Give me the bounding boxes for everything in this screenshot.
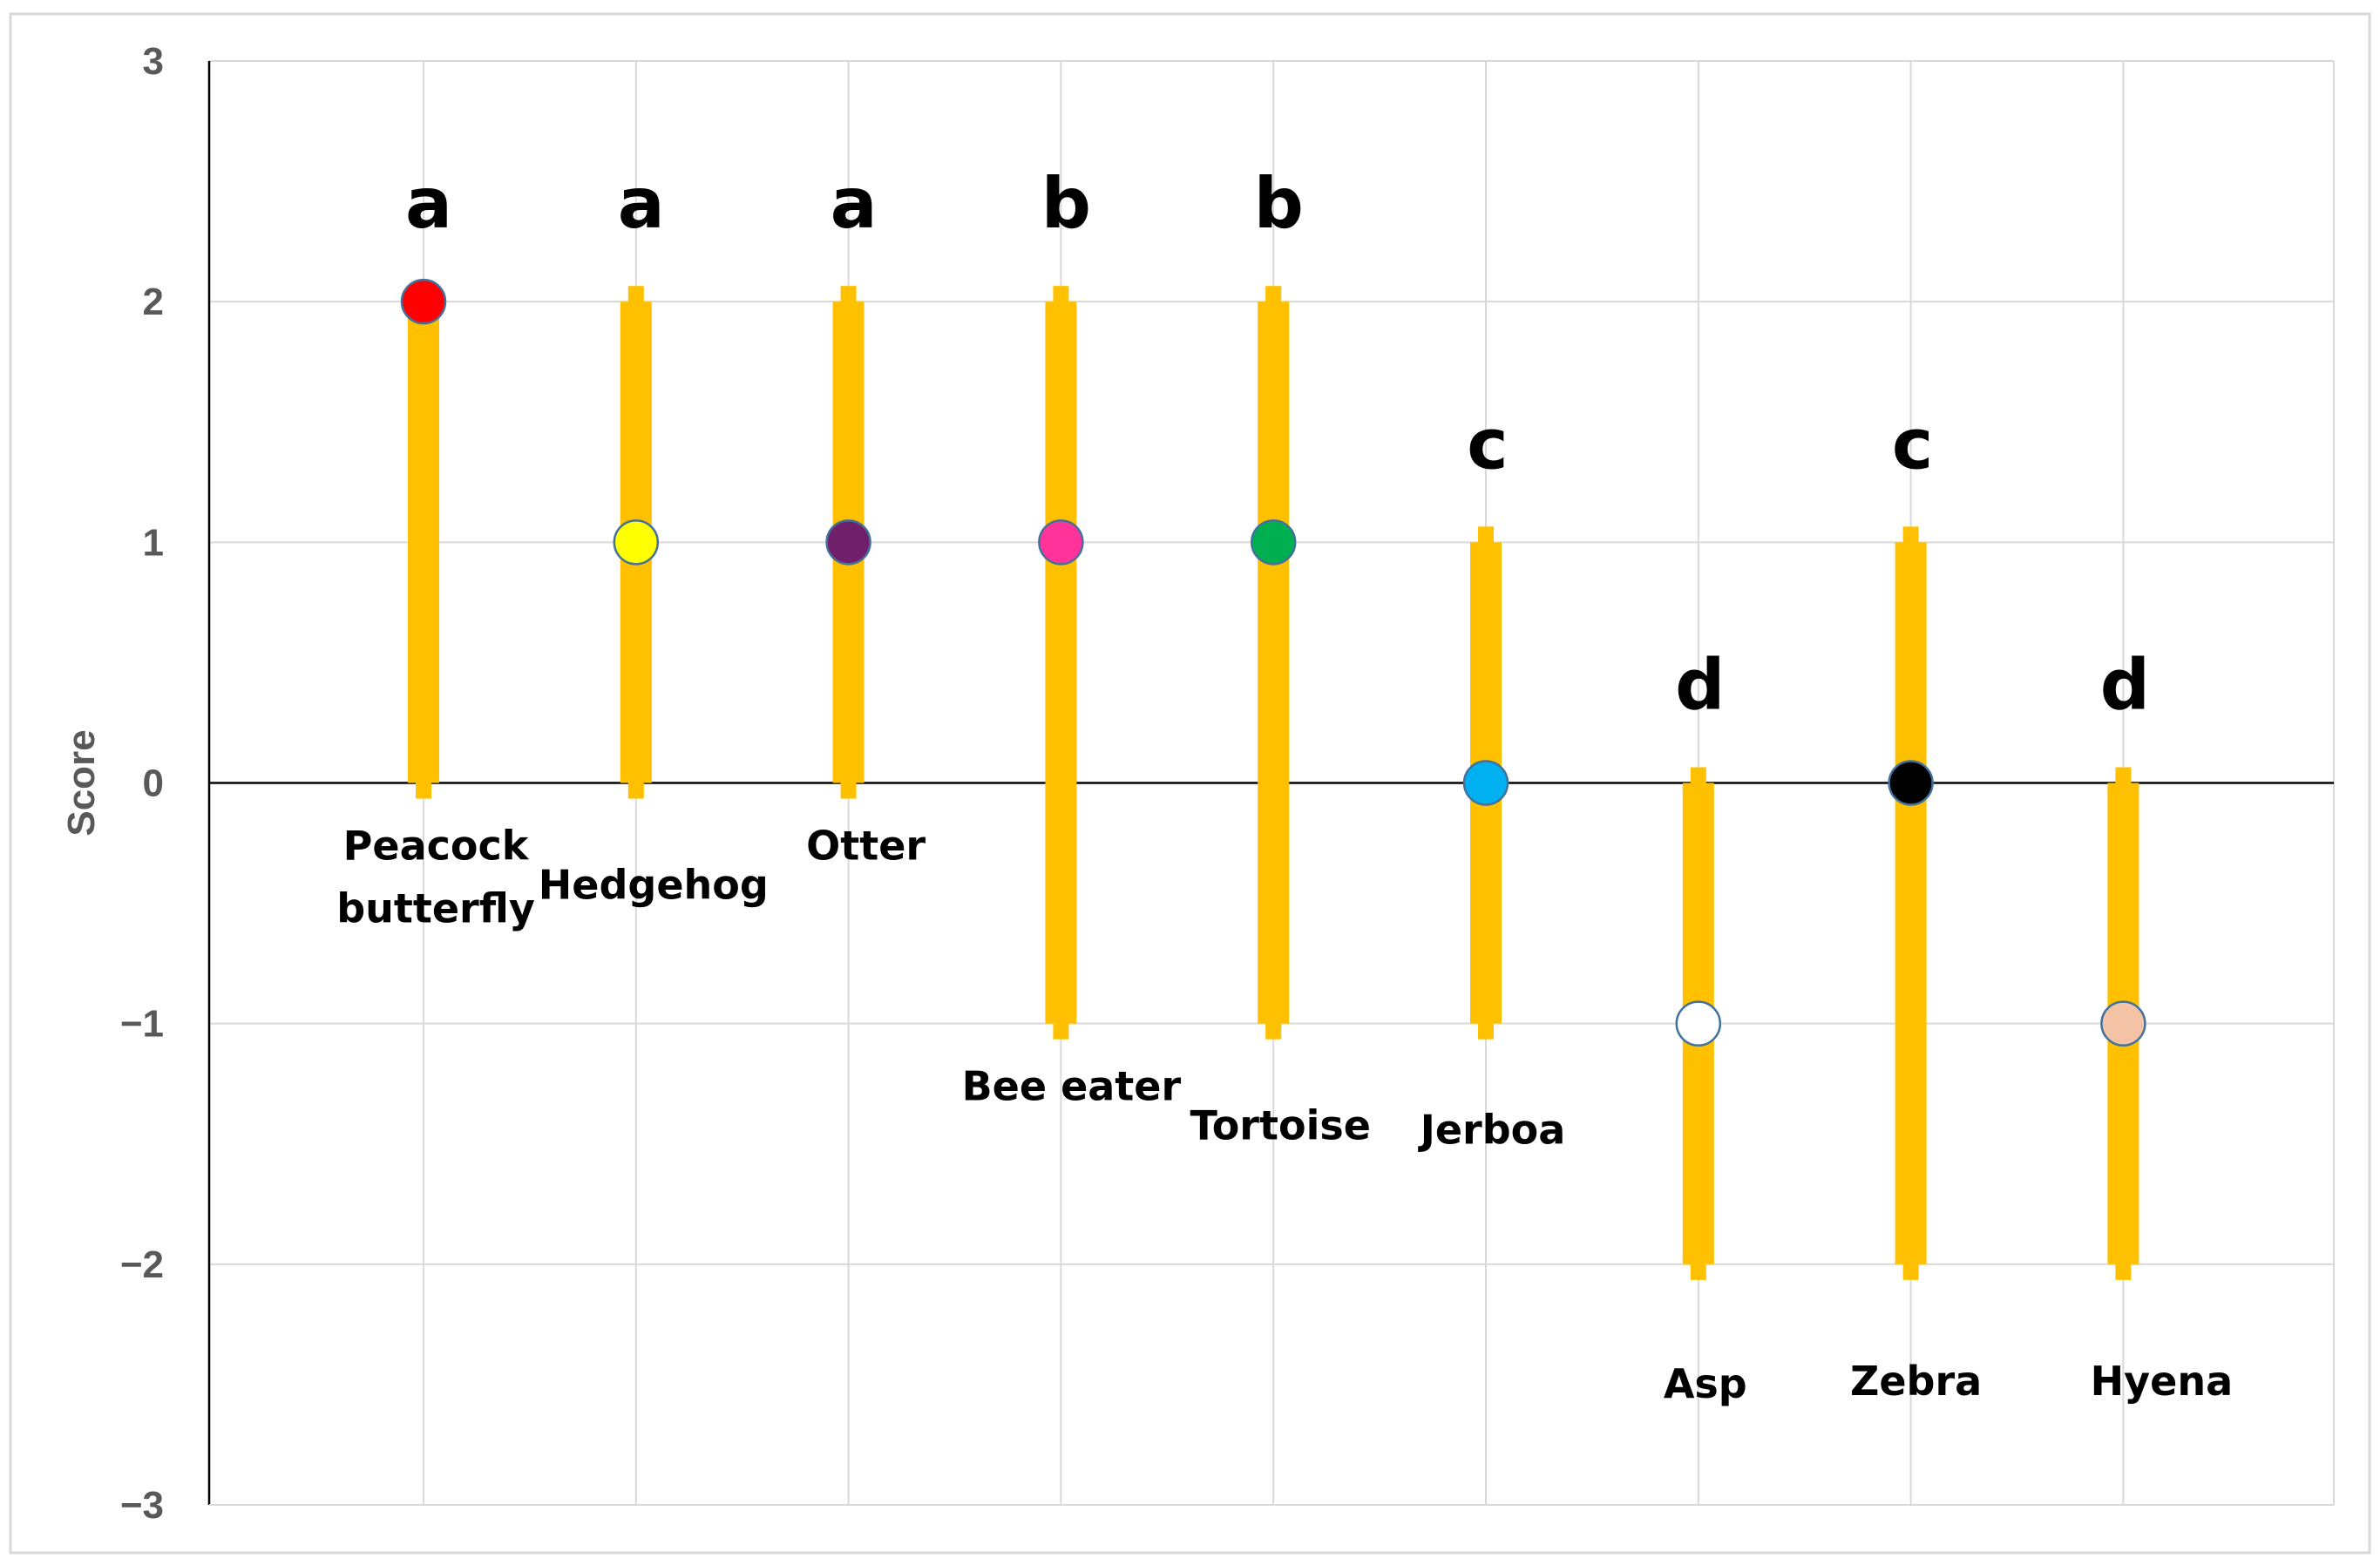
group-letter: d bbox=[2100, 645, 2150, 726]
data-point bbox=[2100, 1000, 2146, 1047]
category-label: Zebra bbox=[1850, 1358, 1982, 1405]
range-bar-cap bbox=[1265, 286, 1282, 1040]
data-point bbox=[1250, 519, 1297, 566]
category-label: Otter bbox=[806, 823, 926, 870]
y-tick-label: −3 bbox=[120, 1484, 164, 1527]
category-label: Jerboa bbox=[1418, 1107, 1566, 1154]
range-bar-cap bbox=[416, 286, 431, 799]
category-labels: Peacock butterfly Hedgehog Otter Bee eaterTo… bbox=[336, 823, 2233, 1407]
range-bar-cap bbox=[1053, 286, 1069, 1040]
y-tick-label: −1 bbox=[120, 1003, 164, 1046]
data-point bbox=[1888, 760, 1934, 806]
data-point bbox=[1675, 1000, 1722, 1047]
data-point bbox=[825, 519, 871, 566]
group-letter: b bbox=[1041, 163, 1091, 244]
data-point bbox=[400, 278, 447, 325]
group-letter: a bbox=[405, 163, 452, 244]
data-point bbox=[1462, 760, 1509, 806]
y-tick-label: −2 bbox=[120, 1243, 164, 1286]
y-tick-label: 1 bbox=[143, 521, 164, 564]
group-letter: a bbox=[618, 163, 665, 244]
group-letters: a a a b b c d c d bbox=[405, 163, 2150, 725]
data-point bbox=[613, 519, 660, 566]
category-label: Bee eater bbox=[962, 1063, 1182, 1110]
category-label: Hedgehog bbox=[539, 862, 769, 909]
data-points bbox=[400, 278, 2146, 1047]
group-letter: a bbox=[831, 163, 878, 244]
group-letter: c bbox=[1892, 403, 1933, 484]
y-tick-label: 2 bbox=[143, 281, 164, 323]
category-label: Hyena bbox=[2091, 1358, 2233, 1405]
category-label: Peacock butterfly bbox=[336, 823, 535, 932]
y-tick-label: 3 bbox=[143, 40, 164, 83]
y-tick-label: 0 bbox=[143, 762, 164, 805]
group-letter: c bbox=[1467, 403, 1508, 484]
category-label: Asp bbox=[1664, 1360, 1747, 1407]
category-label: Tortoise bbox=[1190, 1102, 1371, 1149]
y-axis-ticks: 3 2 1 0 −1 −2 −3 bbox=[120, 40, 164, 1527]
group-letter: b bbox=[1254, 163, 1304, 244]
y-axis-title: Score bbox=[60, 729, 103, 836]
group-letter: d bbox=[1675, 645, 1725, 726]
data-point bbox=[1038, 519, 1084, 566]
range-bar-cap bbox=[1902, 526, 1919, 1280]
